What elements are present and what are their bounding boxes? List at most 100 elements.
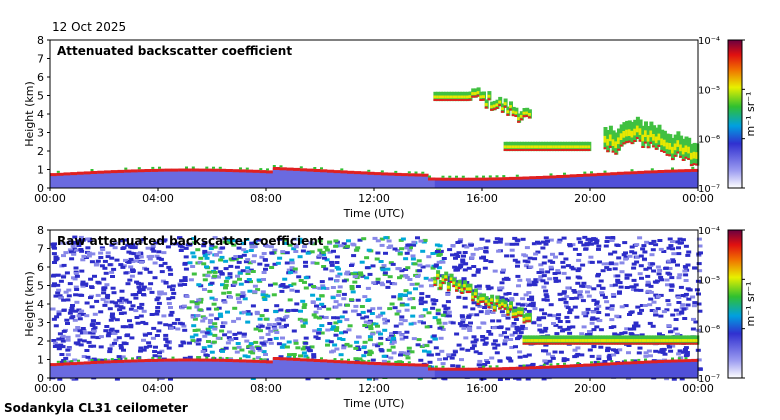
noise-speck: [144, 267, 150, 271]
aerosol-column: [313, 360, 321, 378]
noise-speck: [286, 268, 292, 272]
noise-speck: [334, 279, 340, 282]
aerosol-column: [677, 170, 686, 188]
noise-speck: [206, 307, 212, 311]
noise-speck: [220, 349, 225, 353]
noise-speck: [666, 259, 672, 263]
bl-edge: [603, 170, 607, 173]
bl-edge: [691, 166, 695, 169]
noise-speck: [466, 314, 472, 318]
noise-speck: [246, 278, 252, 281]
cloud-base: [503, 307, 507, 310]
noise-speck: [639, 333, 645, 337]
noise-speck: [52, 242, 57, 246]
cloud-core: [568, 145, 572, 149]
cloud-2km-late: [603, 116, 700, 167]
noise-speck: [432, 316, 438, 320]
bl-top-layer: [326, 359, 335, 363]
noise-speck: [435, 308, 441, 312]
bl-top-layer: [320, 169, 328, 173]
noise-speck: [359, 260, 365, 264]
bl-edge: [320, 167, 323, 170]
noise-speck: [690, 327, 696, 331]
noise-speck: [499, 310, 505, 314]
noise-speck: [287, 298, 293, 302]
bl-edge: [488, 175, 492, 178]
noise-speck: [87, 358, 93, 362]
cloud-base: [527, 342, 531, 345]
noise-speck: [645, 289, 651, 293]
noise-speck: [194, 305, 200, 309]
aerosol-column: [185, 359, 193, 378]
bl-top-layer: [279, 167, 287, 171]
noise-speck: [565, 286, 571, 290]
noise-speck: [497, 286, 502, 290]
bl-edge: [576, 362, 580, 364]
cloud-core: [692, 151, 696, 159]
aerosol-column: [657, 361, 665, 378]
noise-speck: [400, 237, 406, 241]
aerosol-column: [218, 169, 227, 188]
noise-speck: [167, 268, 173, 272]
noise-speck: [209, 296, 215, 300]
noise-speck: [262, 258, 268, 262]
noise-speck: [648, 264, 654, 267]
noise-speck: [526, 283, 532, 287]
noise-speck: [147, 332, 153, 336]
noise-speck: [262, 298, 268, 301]
noise-speck: [414, 282, 420, 286]
station-label: Sodankyla CL31 ceilometer: [4, 401, 188, 415]
noise-speck: [565, 306, 571, 310]
noise-speck: [658, 247, 664, 251]
noise-speck: [391, 336, 396, 340]
noise-speck: [658, 275, 664, 279]
noise-speck: [683, 354, 689, 358]
bl-edge: [515, 174, 519, 177]
noise-speck: [308, 241, 314, 245]
noise-speck: [299, 240, 305, 244]
noise-speck: [459, 358, 464, 362]
bl-top-layer: [198, 168, 206, 172]
cloud-core: [471, 92, 475, 95]
x-tick-label: 16:00: [466, 192, 498, 205]
aerosol-column: [171, 359, 179, 378]
noise-speck: [68, 309, 74, 312]
noise-speck: [371, 281, 377, 285]
noise-speck: [682, 317, 688, 320]
noise-speck: [418, 284, 424, 288]
cloud-base: [436, 99, 440, 101]
noise-speck: [259, 336, 265, 340]
noise-speck: [55, 273, 61, 277]
noise-speck: [466, 266, 472, 270]
noise-speck: [123, 342, 129, 346]
noise-speck: [553, 323, 559, 327]
noise-speck: [114, 304, 120, 308]
noise-speck: [497, 288, 503, 292]
aerosol-column: [306, 359, 314, 378]
noise-speck: [563, 257, 569, 261]
cloud-core: [603, 135, 607, 143]
noise-speck: [341, 346, 347, 350]
noise-speck: [236, 260, 242, 264]
noise-speck: [427, 325, 433, 329]
noise-speck: [140, 238, 146, 242]
bl-top-layer: [360, 171, 368, 175]
bl-top-layer: [171, 358, 179, 362]
noise-speck: [541, 274, 547, 278]
noise-speck: [519, 303, 525, 307]
noise-speck: [584, 311, 590, 315]
noise-speck: [666, 246, 672, 250]
noise-speck: [481, 255, 486, 259]
noise-speck: [121, 264, 127, 268]
noise-speck: [95, 293, 101, 297]
bl-top-layer: [644, 360, 652, 364]
noise-speck: [540, 246, 546, 250]
cloud-base: [449, 99, 453, 101]
noise-speck: [152, 261, 158, 265]
bl-top-layer: [657, 170, 665, 173]
noise-speck: [598, 328, 604, 332]
aerosol-column: [414, 174, 422, 188]
aerosol-column: [286, 358, 294, 378]
aerosol-column: [70, 173, 78, 188]
noise-speck: [636, 351, 642, 355]
